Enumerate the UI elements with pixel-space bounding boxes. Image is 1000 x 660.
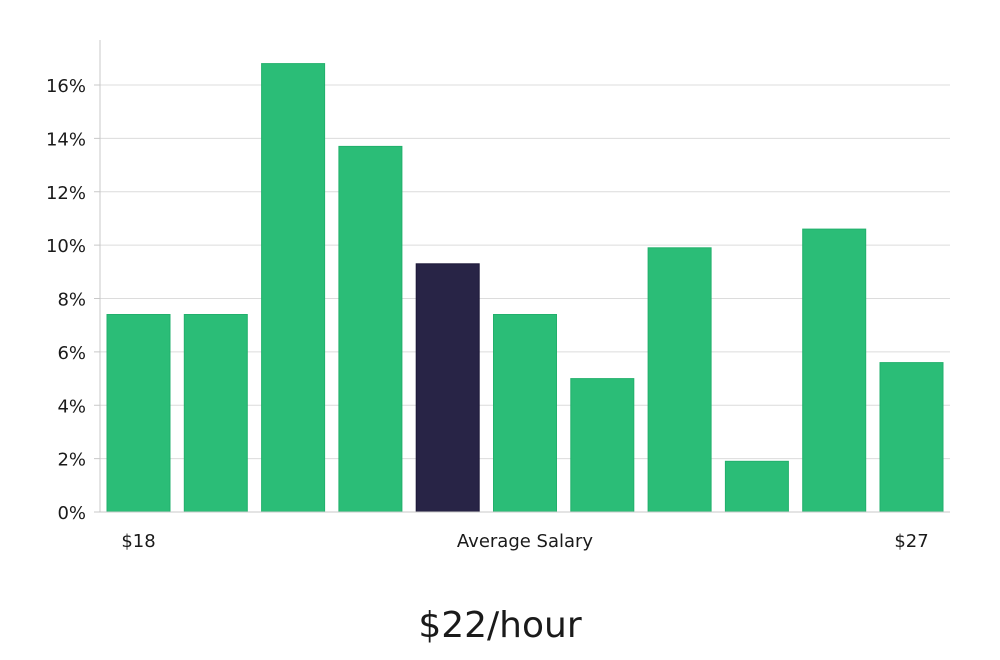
x-label-average: Average Salary [457,531,594,552]
average-salary-headline: $22/hour [418,605,582,646]
bar [338,145,403,513]
bars [106,63,944,513]
bar [724,460,789,513]
y-tick-label: 10% [46,236,86,257]
x-label-max: $27 [894,531,928,552]
bar [647,247,712,513]
y-tick-label: 12% [46,183,86,204]
y-tick-label: 14% [46,129,86,150]
y-tick-label: 0% [57,503,86,524]
bar [493,314,557,513]
x-label-min: $18 [121,531,155,552]
bar [879,362,944,513]
bar [106,314,171,513]
y-tick-label: 4% [57,396,86,417]
y-tick-label: 8% [57,290,86,311]
salary-histogram-chart: 0% 2% 4% 6% 8% 10% 12% 14% 16% $18 Average Salar… [46,40,950,552]
bar [570,378,635,513]
bar [261,63,326,513]
y-tick-label: 6% [57,343,86,364]
y-tick-label: 2% [57,450,86,471]
bar [802,228,867,513]
bar-highlighted-average [415,263,480,513]
bar [183,314,248,513]
y-tick-label: 16% [46,76,86,97]
y-tick-labels: 0% 2% 4% 6% 8% 10% 12% 14% 16% [46,76,100,524]
